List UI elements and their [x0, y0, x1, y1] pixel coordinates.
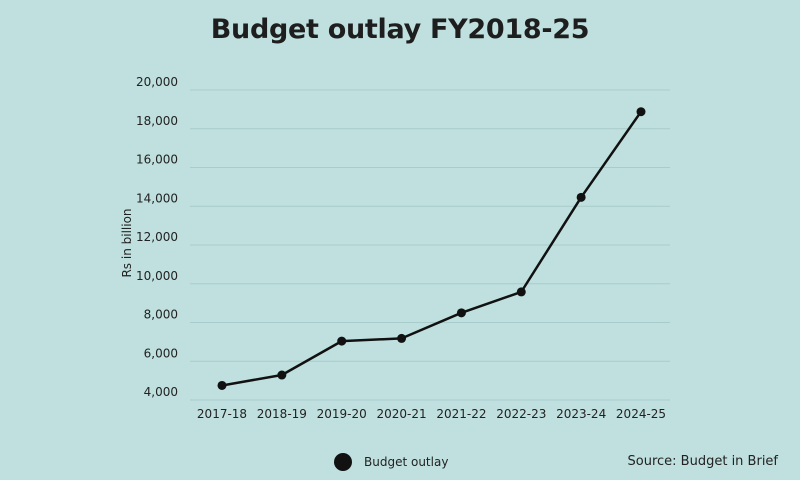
y-tick-label: 16,000 — [136, 153, 178, 167]
legend-marker — [334, 453, 352, 471]
y-tick-label: 14,000 — [136, 191, 178, 205]
x-axis-ticks: 2017-18 2018-19 2019-20 2020-21 2021-22 2022-… — [197, 407, 666, 421]
series-line-budget-outlay — [221, 110, 643, 387]
x-tick-label: 2022-23 — [496, 407, 546, 421]
data-point — [636, 107, 646, 117]
y-tick-label: 20,000 — [136, 75, 178, 89]
x-tick-label: 2017-18 — [197, 407, 247, 421]
y-tick-label: 10,000 — [136, 269, 178, 283]
x-tick-label: 2023-24 — [556, 407, 606, 421]
chart-title: Budget outlay FY2018-25 — [210, 14, 590, 45]
y-tick-label: 6,000 — [144, 346, 178, 360]
legend-label: Budget outlay — [364, 455, 449, 469]
x-tick-label: 2019-20 — [317, 407, 367, 421]
x-tick-label: 2018-19 — [257, 407, 307, 421]
y-tick-label: 18,000 — [136, 114, 178, 128]
data-points — [217, 107, 646, 390]
data-point — [456, 308, 466, 318]
gridlines — [190, 89, 670, 401]
legend: Budget outlay — [334, 452, 448, 472]
y-axis-label: Rs in billion — [120, 208, 134, 277]
data-point — [277, 370, 287, 380]
x-tick-label: 2020-21 — [377, 407, 427, 421]
data-point — [576, 192, 586, 202]
x-tick-label: 2021-22 — [436, 407, 486, 421]
x-tick-label: 2024-25 — [616, 407, 666, 421]
source-note: Source: Budget in Brief — [627, 454, 778, 469]
y-tick-label: 4,000 — [144, 385, 178, 399]
y-tick-label: 8,000 — [144, 308, 178, 322]
y-tick-label: 12,000 — [136, 230, 178, 244]
data-point — [217, 380, 227, 390]
y-axis-ticks: 4,000 6,000 8,000 10,000 12,000 14,000 16,000 1… — [136, 75, 178, 399]
data-point — [337, 336, 347, 346]
data-point — [397, 333, 407, 343]
data-point — [516, 287, 526, 297]
